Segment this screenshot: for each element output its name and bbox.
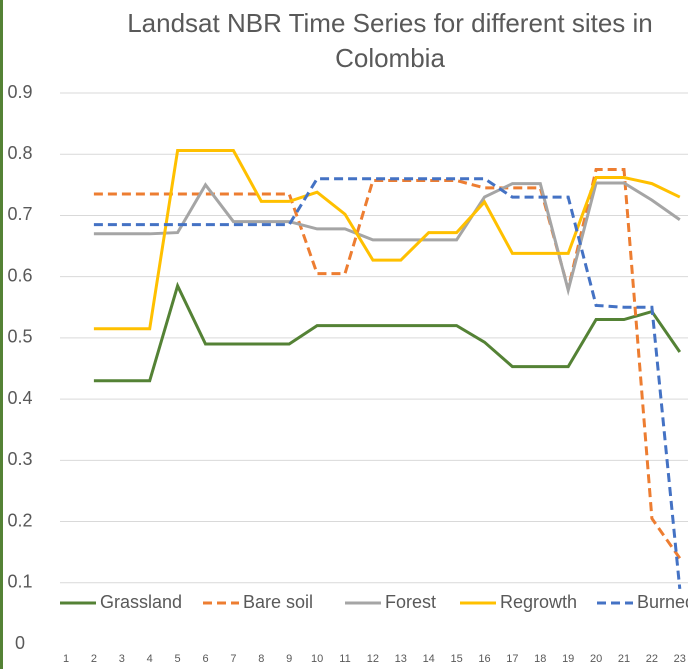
chart-title: Landsat NBR Time Series for different si… <box>127 8 653 73</box>
x-tick-label: 16 <box>478 653 490 665</box>
y-tick-label: 0.5 <box>7 327 32 347</box>
y-tick-label: 0.1 <box>7 572 32 592</box>
x-tick-label: 2 <box>91 653 97 665</box>
x-tick-label: 21 <box>618 653 630 665</box>
x-tick-label: 13 <box>395 653 407 665</box>
legend-label: Regrowth <box>500 592 577 612</box>
x-tick-label: 1 <box>63 653 69 665</box>
left-border <box>0 0 3 669</box>
series-line <box>93 181 681 297</box>
x-tick-label: 11 <box>339 653 350 665</box>
y-tick-label: 0.6 <box>7 265 32 285</box>
x-tick-label: 23 <box>674 653 686 665</box>
x-tick-label: 14 <box>423 653 435 665</box>
legend-label: Bare soil <box>243 592 313 612</box>
x-tick-label: 20 <box>590 653 602 665</box>
x-tick-label: 12 <box>367 653 379 665</box>
legend-label: Grassland <box>100 592 182 612</box>
x-tick-label: 7 <box>230 653 236 665</box>
x-tick-label: 8 <box>258 653 264 665</box>
x-tick-label: 17 <box>506 653 518 665</box>
legend-label: Burned <box>637 592 688 612</box>
series-line <box>93 177 682 590</box>
x-tick-label: 6 <box>202 653 208 665</box>
legend-label: Forest <box>385 592 436 612</box>
series-line <box>93 149 681 331</box>
x-tick-label: 9 <box>286 653 292 665</box>
y-tick-label: 0 <box>15 633 25 653</box>
x-tick-label: 18 <box>534 653 546 665</box>
x-tick-label: 4 <box>147 653 153 665</box>
y-tick-label: 0.2 <box>7 510 32 530</box>
x-tick-label: 10 <box>311 653 323 665</box>
x-tick-label: 3 <box>119 653 125 665</box>
x-tick-label: 5 <box>175 653 181 665</box>
y-tick-label: 0.7 <box>7 204 32 224</box>
y-tick-label: 0.3 <box>7 449 32 469</box>
x-tick-label: 19 <box>562 653 574 665</box>
x-tick-label: 15 <box>450 653 462 665</box>
x-tick-label: 22 <box>646 653 658 665</box>
y-tick-label: 0.9 <box>7 82 32 102</box>
series-line <box>93 281 682 383</box>
y-tick-label: 0.8 <box>7 143 32 163</box>
y-tick-label: 0.4 <box>7 388 32 408</box>
